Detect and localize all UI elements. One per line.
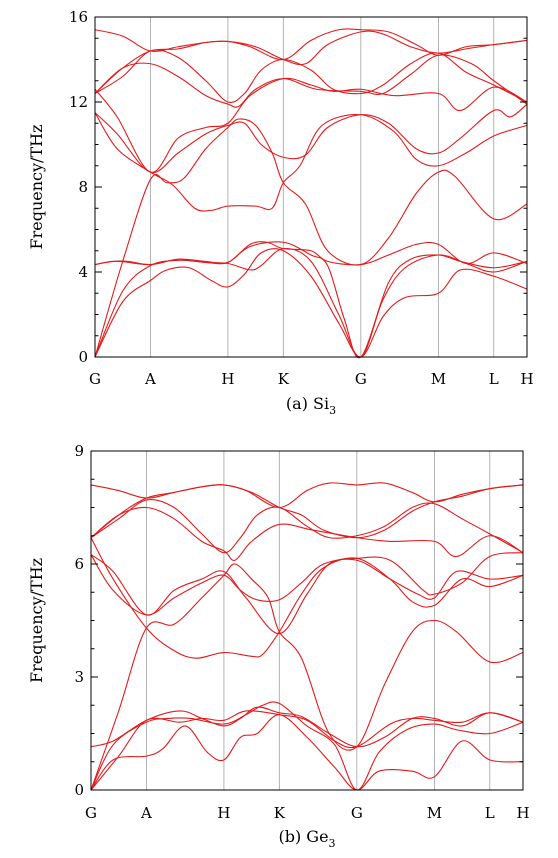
phonon-band-4 (94, 241, 528, 266)
kpoint-label: L (485, 804, 495, 822)
phonon-band-10 (94, 49, 528, 104)
kpoint-label: G (85, 804, 97, 822)
caption-subscript: 3 (329, 404, 336, 417)
kpoint-label: K (274, 804, 286, 822)
y-tick-label: 6 (74, 555, 84, 573)
y-tick-label: 0 (74, 781, 84, 799)
kpoint-label: H (221, 370, 234, 388)
panel-caption: (b) Ge3 (278, 827, 335, 850)
kpoint-label: H (516, 804, 529, 822)
kpoint-label: A (144, 370, 156, 388)
phonon-band-8 (94, 77, 528, 173)
y-tick-label: 8 (78, 178, 88, 196)
y-axis-label: Frequency/THz (27, 125, 46, 250)
y-tick-label: 16 (69, 8, 88, 26)
phonon-band-9 (94, 54, 528, 108)
phonon-band-5 (90, 563, 524, 791)
y-axis-label: Frequency/THz (27, 558, 46, 683)
phonon-band-5 (94, 118, 528, 358)
caption-subscript: 3 (329, 837, 336, 850)
phonon-band-4 (90, 710, 524, 791)
phonon-band-7 (90, 554, 524, 616)
phonon-band-10 (90, 498, 524, 554)
y-tick-label: 3 (74, 668, 84, 686)
phonon-band-12 (90, 484, 524, 539)
caption-text: (b) Ge (278, 827, 328, 846)
phonon-band-8 (90, 552, 524, 635)
plot-frame (90, 450, 524, 791)
phonon-band-2 (90, 701, 524, 791)
phonon-band-2 (94, 247, 528, 358)
panel-a-si3: 0 4 8 12 16 G A H K G M L H Frequency/THz (a) Si3 (27, 8, 534, 417)
phonon-band-9 (90, 506, 524, 561)
phonon-band-1 (94, 248, 528, 358)
kpoint-label: K (278, 370, 290, 388)
kpoint-label: G (355, 370, 367, 388)
kpoint-label: L (489, 370, 499, 388)
phonon-band-11 (94, 28, 528, 61)
kpoint-label: G (351, 804, 363, 822)
y-tick-label: 0 (78, 348, 88, 366)
y-tick-label: 12 (69, 93, 88, 111)
plot-frame (94, 16, 528, 358)
phonon-band-12 (94, 30, 528, 94)
phonon-band-3 (90, 706, 524, 748)
kpoint-label: M (427, 804, 442, 822)
phonon-band-6 (94, 112, 528, 212)
kpoint-label: H (217, 804, 230, 822)
phonon-band-6 (90, 537, 524, 659)
kpoint-label: H (520, 370, 533, 388)
phonon-band-7 (94, 103, 528, 174)
caption-text: (a) Si (286, 394, 329, 413)
phonon-band-11 (90, 482, 524, 509)
kpoint-label: M (431, 370, 446, 388)
panel-caption: (a) Si3 (286, 394, 336, 417)
kpoint-label: A (140, 804, 152, 822)
phonon-band-3 (94, 241, 528, 359)
y-tick-label: 9 (74, 442, 84, 460)
y-tick-label: 4 (78, 263, 88, 281)
kpoint-label: G (89, 370, 101, 388)
